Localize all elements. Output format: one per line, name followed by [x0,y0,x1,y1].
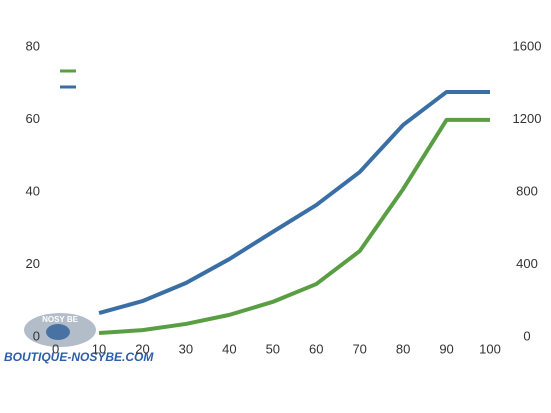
y-tick-label: 80 [26,38,40,53]
series-line [98,89,490,316]
y-tick-label: 0 [33,328,40,343]
x-tick-label: 20 [135,341,149,356]
series-line [98,117,490,336]
x-tick-label: 10 [92,341,106,356]
x-tick-label: 60 [309,341,323,356]
y2-tick-label: 800 [516,183,538,198]
x-tick-label: 30 [179,341,193,356]
x-tick-label: 70 [352,341,366,356]
y-tick-label: 40 [26,183,40,198]
watermark-text: BOUTIQUE-NOSYBE.COM [4,350,154,364]
x-tick-label: 80 [396,341,410,356]
y2-tick-label: 0 [523,328,530,343]
watermark-logo-eye [46,324,70,340]
x-tick-label: 0 [52,341,59,356]
y-tick-label: 60 [26,111,40,126]
y2-tick-label: 1600 [513,38,542,53]
watermark-logo: NOSY BE [42,315,79,324]
x-tick-label: 50 [266,341,280,356]
x-tick-label: 100 [479,341,501,356]
y-tick-label: 20 [26,256,40,271]
y2-tick-label: 1200 [513,111,542,126]
y2-tick-label: 400 [516,256,538,271]
x-tick-label: 90 [439,341,453,356]
x-tick-label: 40 [222,341,236,356]
